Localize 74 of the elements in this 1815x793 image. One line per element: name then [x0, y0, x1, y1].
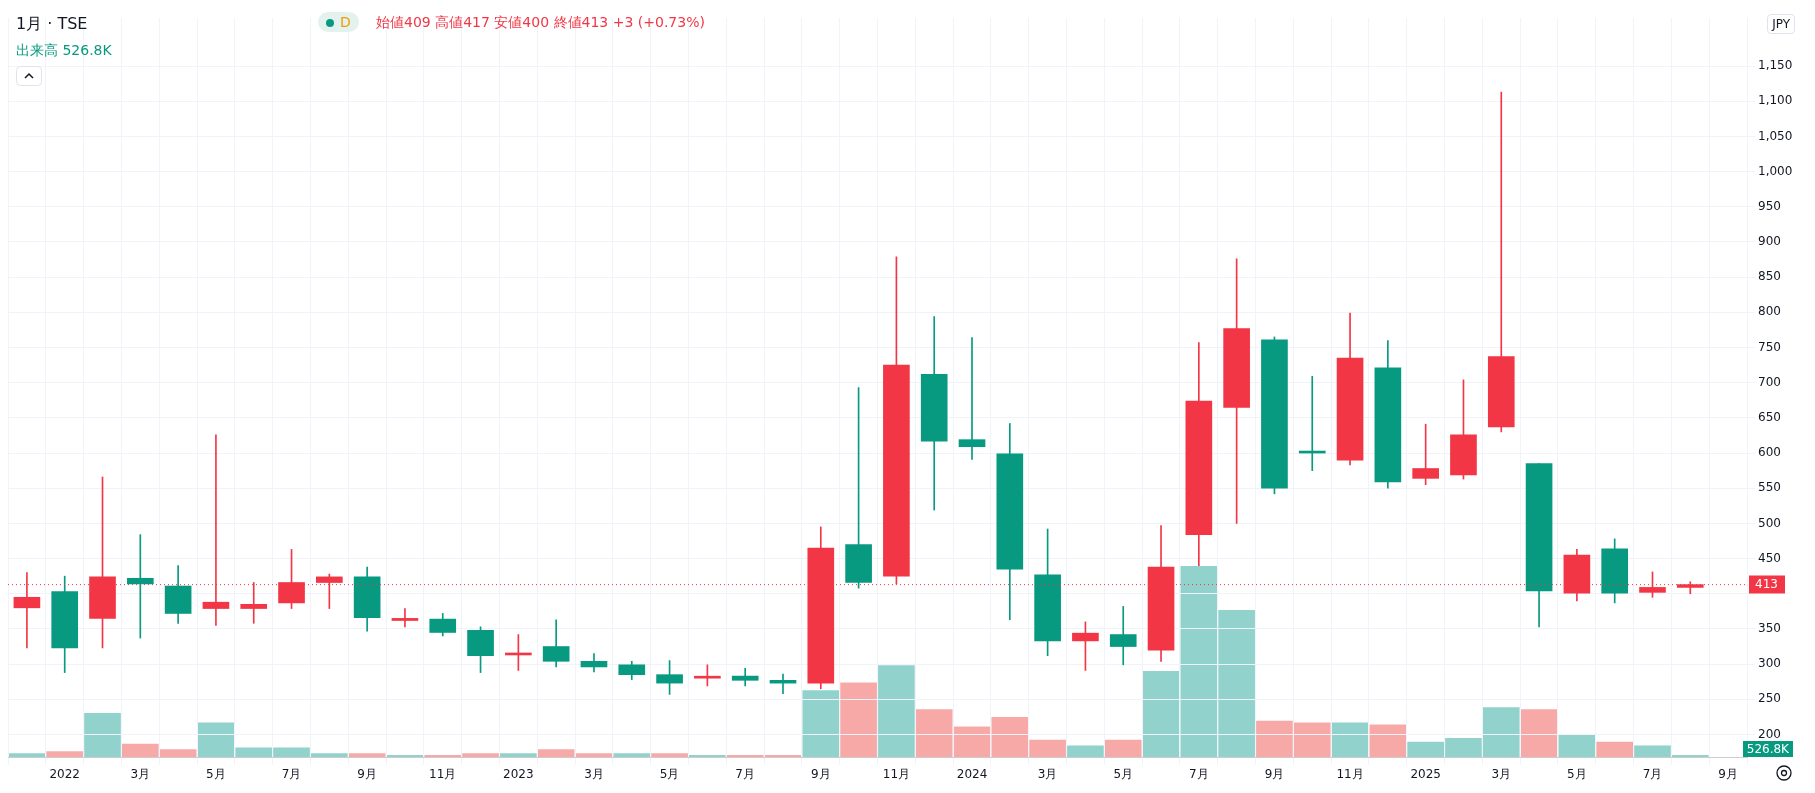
x-tick-label: 11月 [429, 767, 457, 782]
bar [613, 753, 651, 757]
y-tick-label: 300 [1758, 656, 1781, 671]
bar [1067, 745, 1104, 757]
x-tick-label: 2023 [503, 767, 534, 782]
annotation: 出来高 526.8K [16, 42, 112, 60]
bar [348, 753, 386, 757]
x-tick-label: 7月 [1189, 767, 1209, 782]
bar [1596, 741, 1634, 757]
y-tick-label: 450 [1758, 550, 1781, 565]
x-tick-label: 9月 [1264, 767, 1285, 782]
x-tick-label: 5月 [206, 767, 226, 782]
x-tick-label: 7月 [735, 767, 756, 782]
bar [84, 713, 121, 757]
y-tick-label: 800 [1758, 304, 1781, 319]
y-tick-label: 550 [1758, 480, 1781, 495]
y-tick-label: 250 [1758, 691, 1781, 706]
y-tick-label: 500 [1758, 515, 1781, 530]
y-tick-label: 1,150 [1758, 58, 1793, 73]
y-tick-label: 650 [1758, 409, 1781, 424]
bar [500, 753, 537, 757]
y-tick-label: 750 [1758, 339, 1781, 354]
x-tick-label: 9月 [810, 767, 831, 782]
y-tick-label: 900 [1758, 234, 1781, 249]
bar [575, 753, 613, 757]
annotation: D [318, 12, 359, 32]
x-tick-label: 3月 [130, 767, 151, 782]
y-tick-label: 600 [1758, 445, 1781, 460]
bar [802, 690, 840, 757]
candlestick [391, 608, 419, 628]
bar [46, 751, 84, 757]
candlestick [126, 534, 154, 639]
y-tick-label: 950 [1758, 198, 1781, 213]
annotation: 526.8K [1742, 741, 1793, 757]
x-tick-label: 2022 [49, 767, 80, 782]
bar [1369, 724, 1407, 757]
y-tick-label: 350 [1758, 621, 1781, 636]
candlestick [1109, 606, 1137, 666]
y-tick-label: 200 [1758, 726, 1781, 741]
y-tick-label: 1,050 [1758, 128, 1793, 143]
x-tick-label: 11月 [882, 767, 911, 782]
x-tick-label: 7月 [1642, 767, 1663, 782]
ref-line-label: 413 [1755, 576, 1778, 591]
bar [1520, 709, 1558, 757]
y-tick-label: 1,000 [1758, 163, 1793, 178]
x-tick-label: 2025 [1410, 767, 1441, 782]
x-tick-label: 5月 [1113, 767, 1134, 782]
bar [878, 665, 915, 757]
bar [8, 753, 46, 757]
bar [1142, 671, 1180, 757]
x-tick-label: 3月 [584, 767, 604, 782]
chart-title: 1月 · TSE [16, 14, 88, 35]
bar [1558, 734, 1596, 757]
bar [651, 753, 688, 757]
x-tick-label: 5月 [659, 767, 680, 782]
bar [840, 682, 877, 757]
x-tick-label: 7月 [281, 767, 302, 782]
bar [1331, 722, 1369, 757]
bar [537, 749, 575, 757]
x-tick-label: 9月 [1718, 767, 1738, 782]
x-tick-label: 5月 [1567, 767, 1587, 782]
x-tick-label: 3月 [1037, 767, 1058, 782]
x-tick-label: 11月 [1336, 767, 1364, 782]
y-tick-label: 700 [1758, 374, 1781, 389]
candlestick [1487, 91, 1515, 433]
y-tick-label: 850 [1758, 269, 1781, 284]
text: JPY [1767, 14, 1795, 34]
x-tick-label: 9月 [357, 767, 377, 782]
x-tick-label: 2024 [956, 767, 988, 782]
bar [1104, 739, 1142, 757]
annotation: 始値409 高値417 安値400 終値413 +3 (+0.73%) [376, 14, 705, 32]
x-tick-label: 3月 [1491, 767, 1512, 782]
y-tick-label: 1,100 [1758, 93, 1793, 108]
candlestick [958, 337, 986, 460]
